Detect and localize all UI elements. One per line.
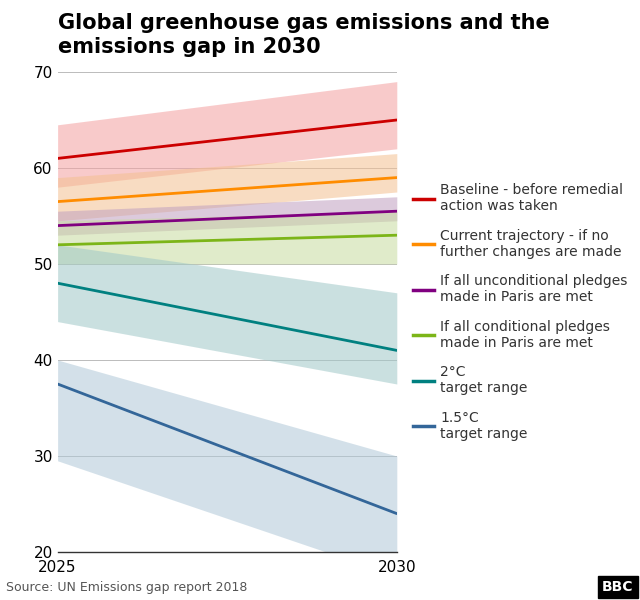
Text: Source: UN Emissions gap report 2018: Source: UN Emissions gap report 2018 bbox=[6, 581, 248, 594]
Text: BBC: BBC bbox=[602, 580, 634, 594]
Legend: Baseline - before remedial
action was taken, Current trajectory - if no
further : Baseline - before remedial action was ta… bbox=[407, 178, 634, 446]
Text: Global greenhouse gas emissions and the
emissions gap in 2030: Global greenhouse gas emissions and the … bbox=[58, 13, 549, 56]
